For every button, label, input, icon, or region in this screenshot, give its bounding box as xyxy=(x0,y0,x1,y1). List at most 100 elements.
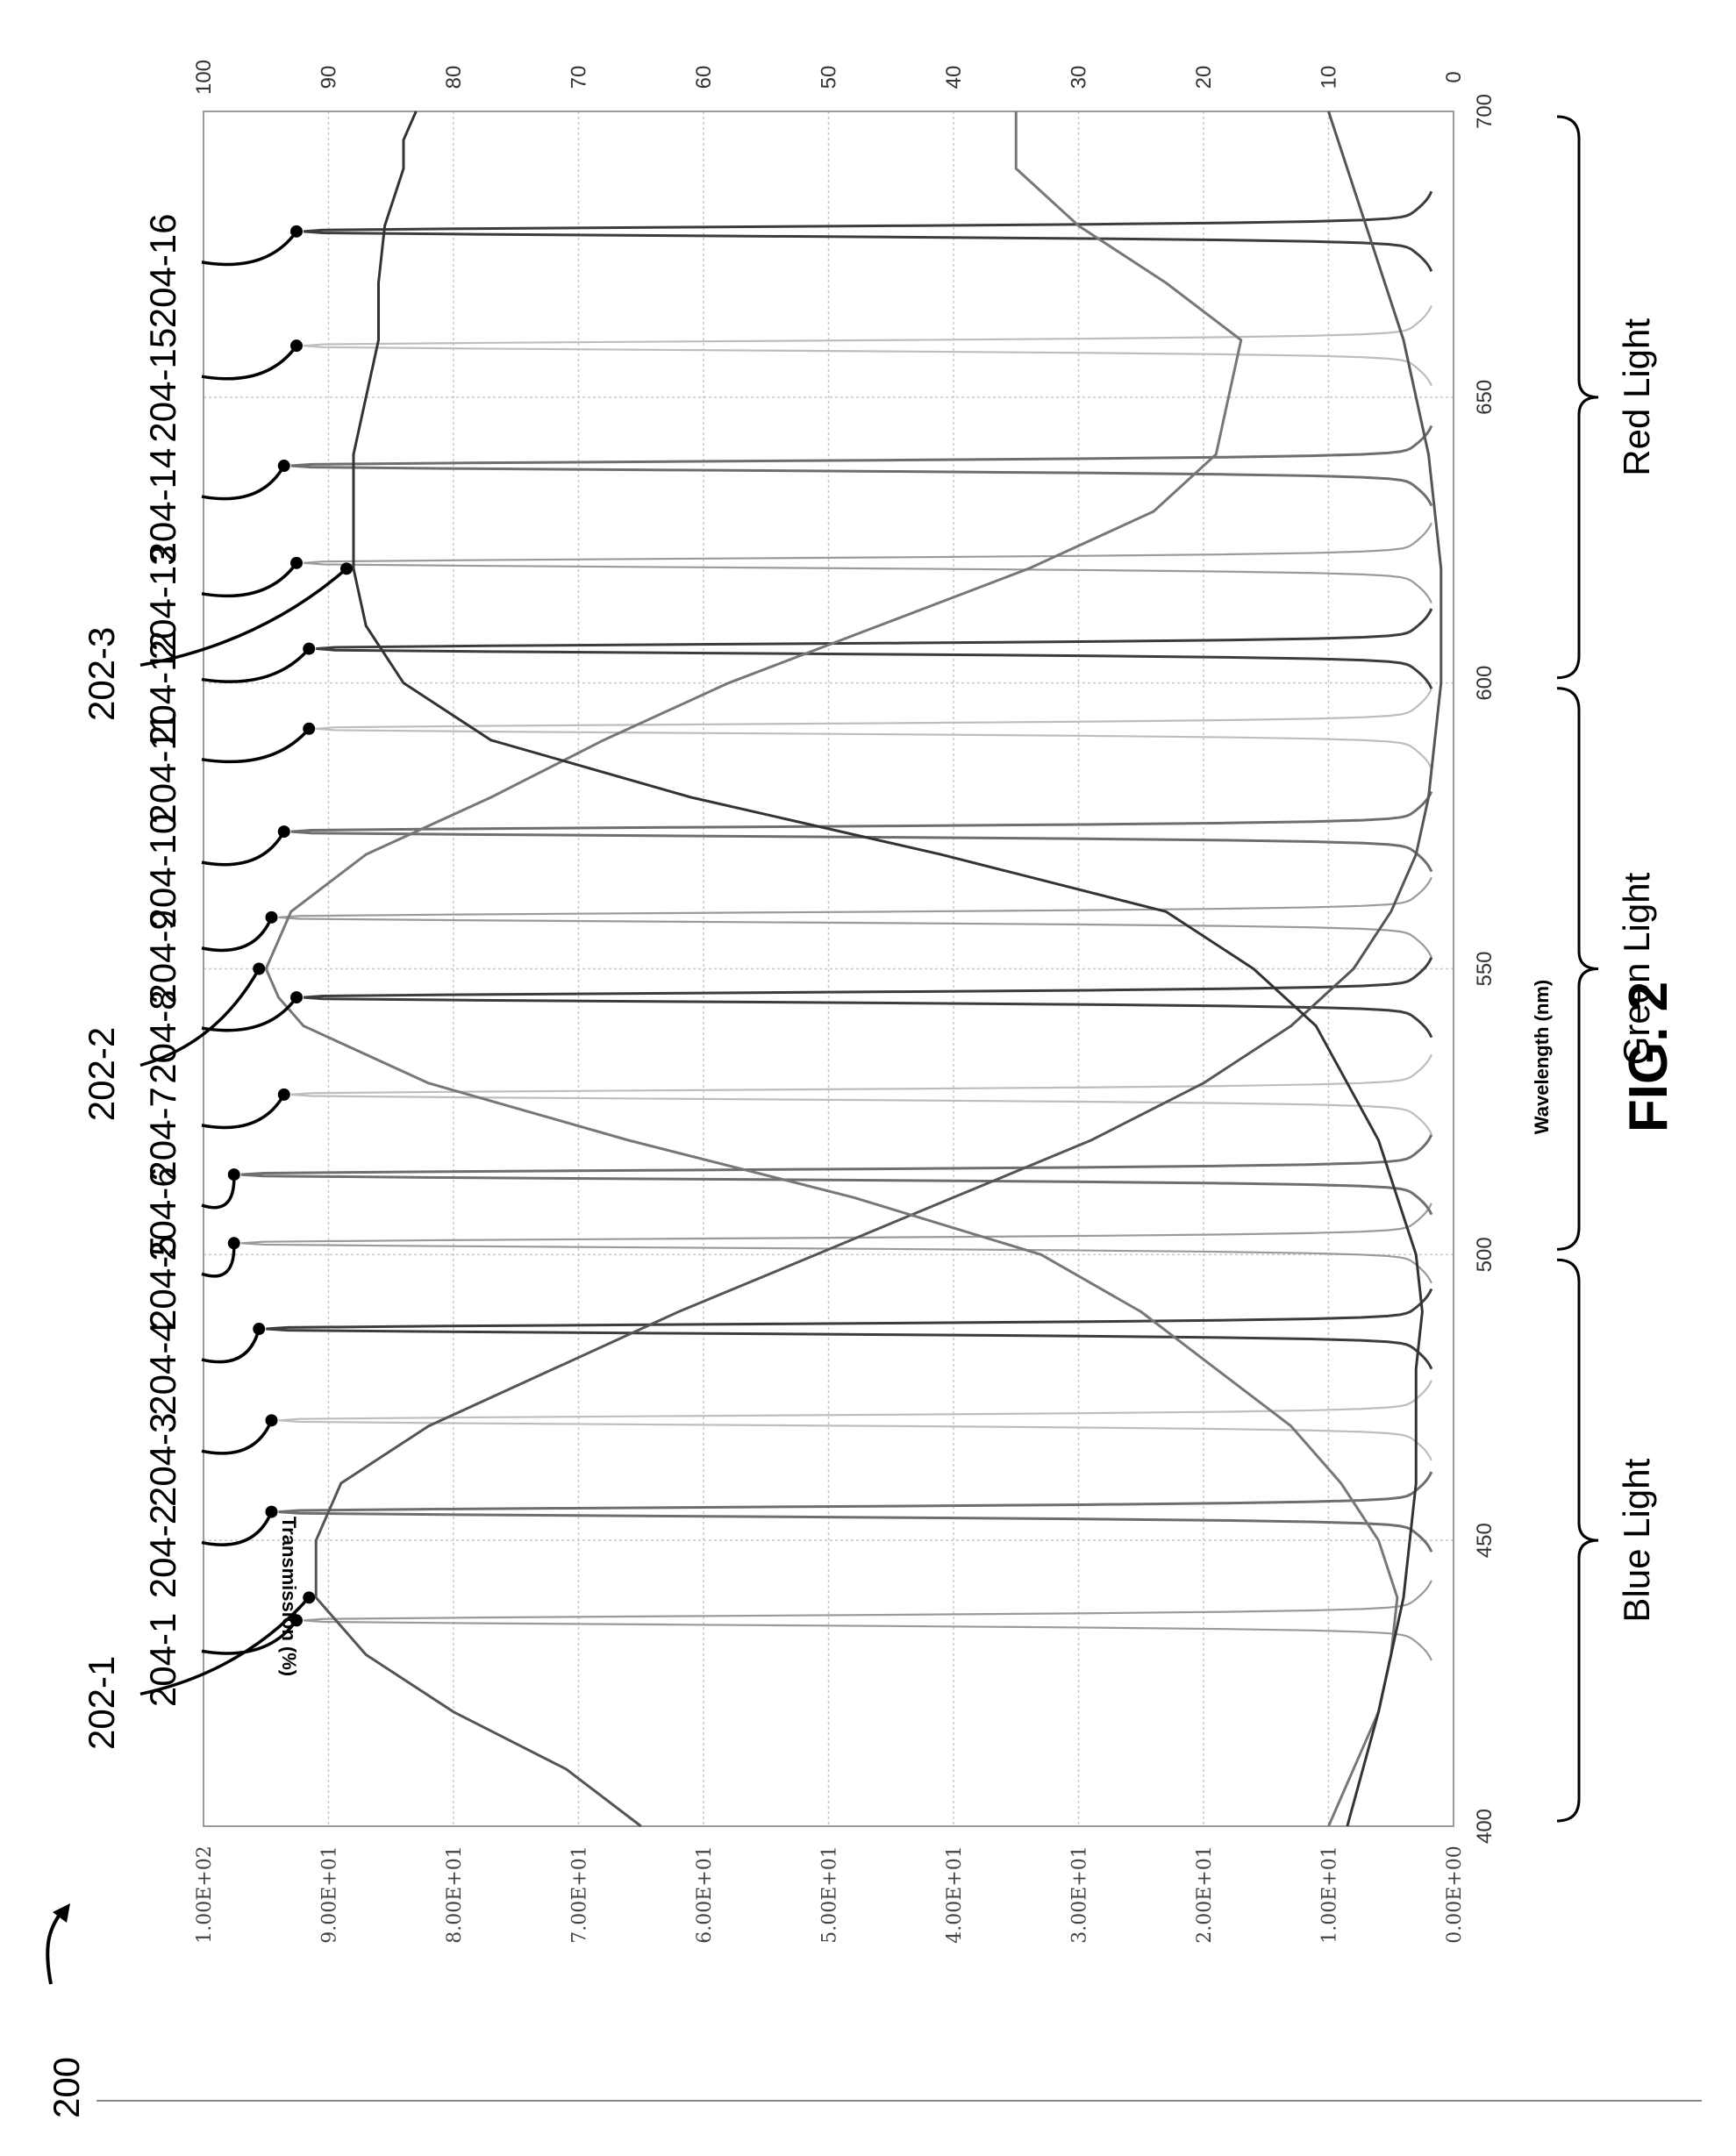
x-tick-label: 500 xyxy=(1473,1237,1497,1272)
callout-label-202-1: 202-1 xyxy=(81,1656,122,1750)
peak-series-204-2 xyxy=(278,1471,1433,1553)
callout-arrowhead-204-13 xyxy=(290,556,303,569)
figure-title: FIG. 2 xyxy=(1618,982,1679,1132)
callout-arrowhead-204-12 xyxy=(303,642,316,655)
callout-label-204-9: 204-9 xyxy=(142,910,183,1003)
callout-arrowhead-204-7 xyxy=(277,1088,290,1101)
callout-arrow-204-4 xyxy=(201,1328,261,1364)
y-tick-label-right: 60 xyxy=(692,66,716,89)
callout-arrow-204-12 xyxy=(201,647,311,683)
y-tick-label-left: 5.00E+01 xyxy=(819,1845,841,1943)
x-tick-label: 450 xyxy=(1473,1523,1497,1558)
y-tick-label-left: 7.00E+01 xyxy=(569,1845,591,1943)
callout-label-204-6: 204-6 xyxy=(142,1167,183,1260)
peak-series-204-7 xyxy=(290,1053,1432,1135)
callout-label-204-10: 204-10 xyxy=(142,814,183,929)
y-tick-label-left: 6.00E+01 xyxy=(694,1845,716,1943)
callout-arrowhead-204-5 xyxy=(227,1237,240,1250)
peak-series-204-15 xyxy=(303,305,1432,387)
x-ticks: 400 450 500 550 600 650 700 xyxy=(1473,94,1497,1844)
callout-label-204-3: 204-3 xyxy=(142,1413,183,1507)
callout-arrow-204-1 xyxy=(201,1619,298,1655)
callout-label-204-7: 204-7 xyxy=(142,1087,183,1181)
callout-arrow-204-5 xyxy=(201,1243,236,1278)
callout-arrowhead-204-10 xyxy=(277,825,290,839)
callout-arrow-204-8 xyxy=(201,996,298,1032)
x-tick-label: 700 xyxy=(1473,94,1497,129)
x-tick-label: 650 xyxy=(1473,380,1497,415)
y-ticks-left: 0.00E+00 1.00E+01 2.00E+01 3.00E+01 4.00E+01… xyxy=(194,1845,1466,1943)
callout-arrow-204-15 xyxy=(201,345,298,381)
y-tick-label-right: 70 xyxy=(568,66,591,89)
callout-arrowhead-204-2 xyxy=(265,1505,278,1518)
y-tick-label-left: 8.00E+01 xyxy=(444,1845,466,1943)
region-label: Red Light xyxy=(1616,318,1657,476)
callout-arrowhead-202-3 xyxy=(340,562,353,575)
callout-arrowhead-204-8 xyxy=(290,991,303,1004)
callout-label-204-15: 204-15 xyxy=(142,328,183,443)
callout-arrowhead-204-1 xyxy=(290,1614,303,1627)
y-tick-label-right: 90 xyxy=(318,66,341,89)
callout-label-204-14: 204-14 xyxy=(142,448,183,563)
y-tick-label-right: 40 xyxy=(942,66,966,89)
region-brace xyxy=(1556,1258,1599,1823)
peak-series-204-14 xyxy=(290,425,1433,507)
y-tick-label-left: 9.00E+01 xyxy=(319,1845,341,1943)
y-tick-label-right: 0 xyxy=(1442,71,1466,82)
x-tick-label: 550 xyxy=(1473,951,1497,986)
peak-series-204-12 xyxy=(316,608,1433,689)
peak-series-204-16 xyxy=(303,190,1433,273)
callout-arrow-202-2 xyxy=(139,967,261,1067)
broad-series-202-1 xyxy=(314,111,1443,1828)
callout-arrowhead-204-16 xyxy=(290,225,303,238)
y-tick-label-left: 0.00E+00 xyxy=(1444,1845,1466,1943)
region-label: Green Light xyxy=(1616,872,1657,1065)
region-brace xyxy=(1556,115,1599,680)
callout-label-202-3: 202-3 xyxy=(81,627,122,721)
peak-series-204-10 xyxy=(290,790,1433,873)
peak-series-204-4 xyxy=(266,1288,1433,1370)
callout-arrow-202-3 xyxy=(139,568,348,668)
callout-arrow-202-1 xyxy=(139,1596,311,1696)
peak-series-204-9 xyxy=(278,876,1432,958)
callout-label-204-4: 204-4 xyxy=(142,1321,183,1415)
plot-frame xyxy=(203,111,1454,1827)
callout-label-204-11: 204-11 xyxy=(142,712,183,825)
y-tick-label-left: 1.00E+02 xyxy=(194,1845,216,1943)
y-tick-label-right: 80 xyxy=(442,66,466,89)
callout-label-204-12: 204-12 xyxy=(142,631,183,746)
callout-arrow-204-2 xyxy=(201,1510,274,1546)
figure-reference: 200 xyxy=(46,2057,87,2118)
y-tick-label-right: 50 xyxy=(818,66,841,89)
region-label: Blue Light xyxy=(1616,1458,1657,1622)
callout-label-204-2: 204-2 xyxy=(142,1504,183,1598)
plot-border xyxy=(203,111,1454,1827)
region-braces: Blue Light Green Light Red Light xyxy=(1556,115,1657,1823)
callout-arrow-204-10 xyxy=(201,831,286,867)
callout-arrowhead-204-9 xyxy=(265,910,278,924)
region-brace xyxy=(1556,687,1599,1251)
callout-arrowhead-202-2 xyxy=(253,962,266,975)
series-callouts: 204-1204-2204-3204-4204-5204-6204-7204-8… xyxy=(81,213,353,1750)
y-tick-label-right: 100 xyxy=(192,60,216,95)
callout-arrow-204-16 xyxy=(201,230,298,267)
broad-series-202-3 xyxy=(352,111,1424,1827)
peak-series-204-8 xyxy=(303,956,1433,1039)
callout-arrowhead-204-11 xyxy=(303,722,316,735)
broad-series-group xyxy=(264,111,1443,1828)
figure-ref-arrow xyxy=(46,1910,63,1985)
y-tick-label-left: 1.00E+01 xyxy=(1319,1845,1341,1943)
y-tick-label-left: 2.00E+01 xyxy=(1194,1845,1216,1943)
x-tick-label: 600 xyxy=(1473,666,1497,701)
figure-ref-number: 200 xyxy=(46,2057,87,2118)
x-axis-title: Wavelength (nm) xyxy=(1531,980,1553,1134)
callout-arrowhead-204-6 xyxy=(227,1168,240,1182)
callout-label-204-16: 204-16 xyxy=(142,213,183,328)
peak-series-204-3 xyxy=(278,1380,1432,1461)
callout-arrowhead-202-1 xyxy=(303,1591,316,1604)
callout-arrowhead-204-14 xyxy=(277,460,290,473)
y-tick-label-right: 30 xyxy=(1068,66,1091,89)
callout-arrowhead-204-4 xyxy=(253,1323,266,1336)
figure-ref-arrowhead xyxy=(53,1903,70,1923)
y-ticks-right: 0 10 20 30 40 50 60 70 80 90 100 xyxy=(192,60,1466,95)
